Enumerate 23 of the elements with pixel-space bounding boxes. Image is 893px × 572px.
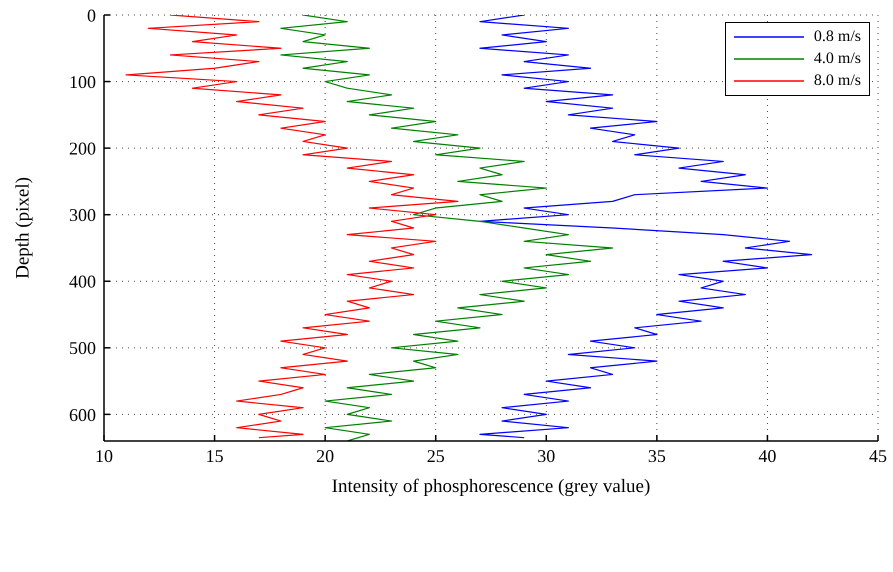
legend-label: 8.0 m/s: [814, 72, 861, 90]
y-axis-title: Depth (pixel): [12, 177, 34, 279]
x-tick-label: 25: [426, 446, 445, 466]
x-axis-title: Intensity of phosphorescence (grey value): [332, 476, 650, 497]
x-tick-label: 20: [316, 446, 334, 466]
y-tick-label: 0: [87, 5, 96, 26]
y-tick-label: 100: [69, 72, 96, 92]
x-tick-label: 30: [537, 446, 556, 466]
x-tick-label: 40: [758, 446, 776, 466]
x-tick-label: 15: [206, 446, 224, 466]
x-tick-label: 35: [648, 446, 666, 466]
line-series: [126, 15, 458, 438]
x-tick-label: 45: [869, 446, 887, 466]
y-tick-label: 400: [69, 272, 96, 292]
y-tick-label: 500: [69, 338, 96, 358]
legend-label: 4.0 m/s: [814, 50, 861, 68]
line-series: [479, 15, 812, 438]
y-tick-label: 600: [69, 404, 96, 425]
x-tick-label: 10: [95, 446, 113, 466]
legend-label: 0.8 m/s: [814, 28, 861, 46]
line-series: [280, 15, 614, 441]
y-tick-label: 300: [69, 205, 96, 226]
y-tick-label: 200: [69, 138, 96, 159]
